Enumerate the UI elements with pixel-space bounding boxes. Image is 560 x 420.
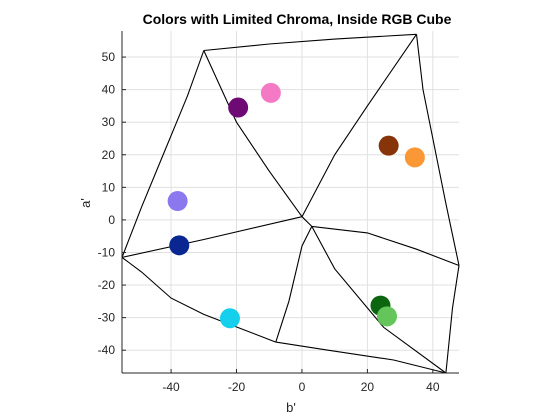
boundary-line: [203, 33, 417, 52]
x-tick-label: -20: [228, 380, 246, 394]
y-tick-label: 10: [102, 180, 116, 194]
y-tick-label: -40: [98, 343, 116, 357]
x-tick-label: 40: [426, 380, 440, 394]
boundary-line: [203, 50, 303, 218]
boundary-line: [311, 225, 460, 267]
boundary-line: [301, 33, 417, 217]
color-point: [404, 147, 425, 168]
boundary-line: [415, 34, 460, 266]
boundary-line: [121, 50, 205, 258]
color-point: [228, 97, 249, 118]
color-point: [169, 235, 190, 256]
y-tick-label: -20: [98, 278, 116, 292]
color-point: [219, 308, 240, 329]
axes: [121, 31, 459, 374]
boundary-line: [275, 341, 447, 374]
x-tick-label: 0: [299, 380, 306, 394]
y-tick-label: -30: [98, 311, 116, 325]
boundary-line: [275, 226, 313, 343]
chart-title: Colors with Limited Chroma, Inside RGB C…: [143, 11, 452, 27]
y-axis-label: a': [78, 198, 93, 208]
x-tick-label: 20: [361, 380, 375, 394]
boundary-line: [121, 216, 303, 258]
tick-labels: -40 -20 0 20 40 -40 -30 -20 -10 0 10 20 30 40 50: [98, 50, 440, 394]
grid: [122, 31, 459, 373]
boundary-line: [121, 256, 276, 343]
y-tick-label: 20: [102, 148, 116, 162]
color-points: [167, 82, 425, 329]
boundary-line: [301, 216, 313, 227]
y-tick-label: -10: [98, 245, 116, 259]
boundary-line: [311, 226, 447, 374]
x-tick-label: -40: [162, 380, 180, 394]
y-tick-label: 40: [102, 83, 116, 97]
y-tick-label: 0: [108, 213, 115, 227]
boundary-line: [445, 265, 460, 374]
color-point: [167, 191, 188, 212]
y-tick-label: 30: [102, 115, 116, 129]
x-axis-label: b': [286, 400, 296, 415]
color-point: [260, 82, 281, 103]
color-point: [378, 135, 399, 156]
color-point: [377, 306, 398, 327]
y-tick-label: 50: [102, 50, 116, 64]
